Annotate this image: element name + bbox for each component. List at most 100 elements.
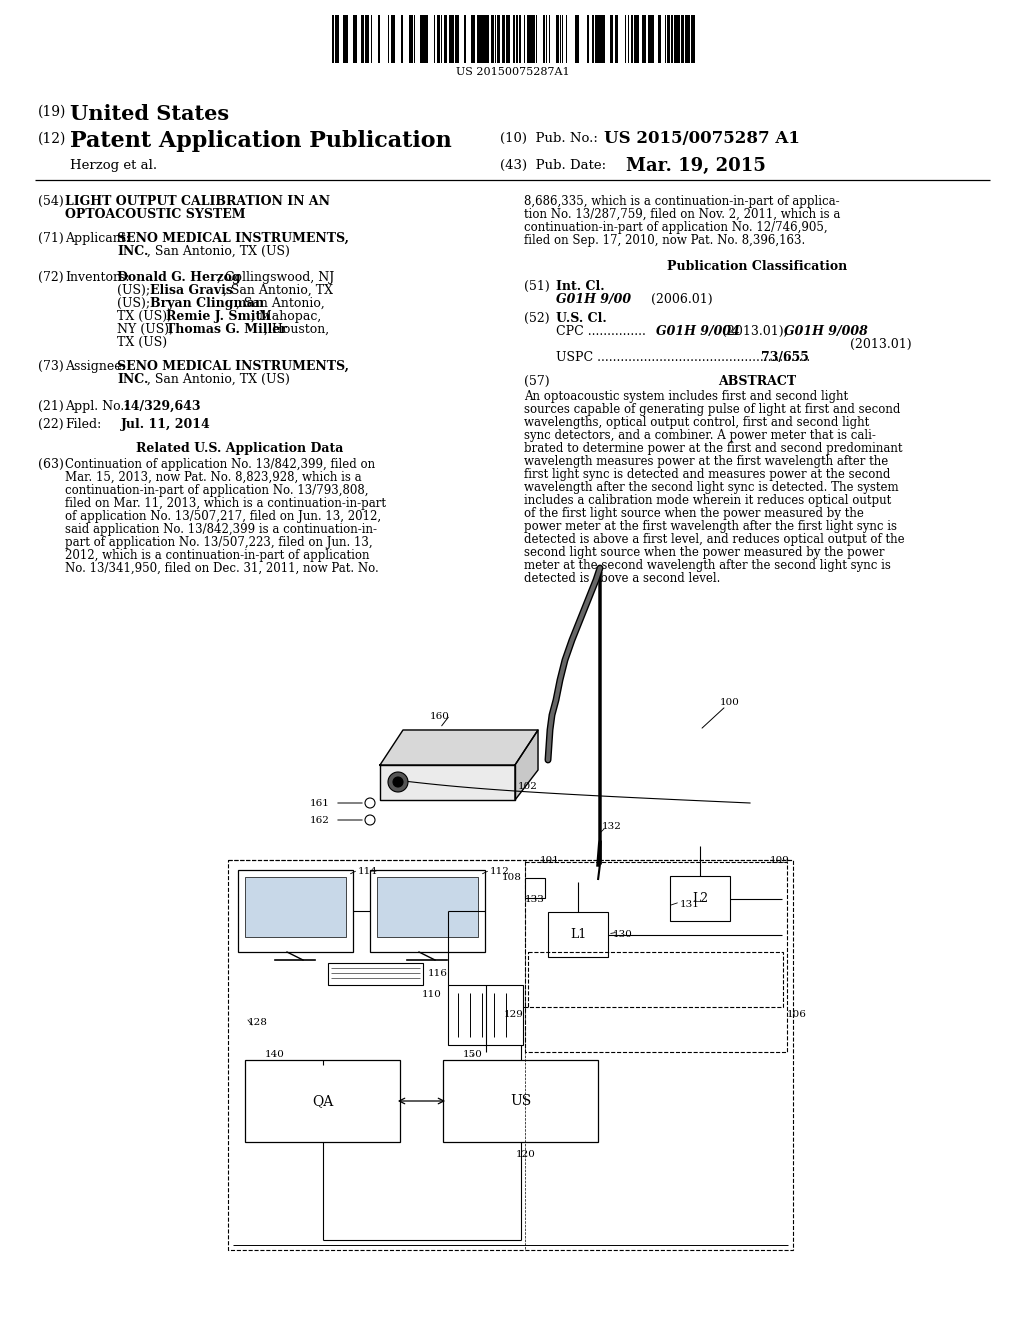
Bar xyxy=(455,15,457,63)
Bar xyxy=(378,15,380,63)
Text: (71): (71) xyxy=(38,232,63,246)
Bar xyxy=(602,15,604,63)
Bar xyxy=(610,15,612,63)
Text: SENO MEDICAL INSTRUMENTS,: SENO MEDICAL INSTRUMENTS, xyxy=(117,232,349,246)
Text: 8,686,335, which is a continuation-in-part of applica-: 8,686,335, which is a continuation-in-pa… xyxy=(524,195,840,209)
Text: Inventors:: Inventors: xyxy=(65,271,129,284)
Bar xyxy=(490,15,492,63)
Text: wavelength after the second light sync is detected. The system: wavelength after the second light sync i… xyxy=(524,480,899,494)
Text: L2: L2 xyxy=(692,892,708,906)
Text: US: US xyxy=(510,1094,531,1107)
Text: 132: 132 xyxy=(602,822,622,832)
Bar xyxy=(615,15,618,63)
Bar xyxy=(464,15,466,63)
Text: sync detectors, and a combiner. A power meter that is cali-: sync detectors, and a combiner. A power … xyxy=(524,429,876,442)
Text: Related U.S. Application Data: Related U.S. Application Data xyxy=(136,442,344,455)
Bar xyxy=(625,15,627,63)
Text: USPC .......................................................: USPC ...................................… xyxy=(556,351,810,364)
Text: 129: 129 xyxy=(504,1010,524,1019)
Bar xyxy=(370,870,485,952)
Text: CPC ...............: CPC ............... xyxy=(556,325,646,338)
Bar xyxy=(486,15,488,63)
Text: 100: 100 xyxy=(720,698,740,708)
Bar xyxy=(601,15,602,63)
Text: 114: 114 xyxy=(358,867,378,876)
Text: G01H 9/008: G01H 9/008 xyxy=(784,325,868,338)
Bar xyxy=(343,15,344,63)
Text: ABSTRACT: ABSTRACT xyxy=(718,375,796,388)
Text: Donald G. Herzog: Donald G. Herzog xyxy=(117,271,241,284)
Bar xyxy=(642,15,643,63)
Bar xyxy=(658,15,660,63)
Polygon shape xyxy=(515,730,538,800)
Text: Bryan Clingman: Bryan Clingman xyxy=(150,297,264,310)
Polygon shape xyxy=(380,730,538,766)
Text: , San Antonio, TX (US): , San Antonio, TX (US) xyxy=(147,374,290,385)
Bar xyxy=(628,15,629,63)
Text: filed on Sep. 17, 2010, now Pat. No. 8,396,163.: filed on Sep. 17, 2010, now Pat. No. 8,3… xyxy=(524,234,805,247)
Text: An optoacoustic system includes first and second light: An optoacoustic system includes first an… xyxy=(524,389,848,403)
Bar xyxy=(526,15,528,63)
Text: 14/329,643: 14/329,643 xyxy=(122,400,201,413)
Text: (72): (72) xyxy=(38,271,63,284)
Bar xyxy=(328,964,423,985)
Bar xyxy=(506,15,508,63)
Bar xyxy=(574,15,577,63)
Bar xyxy=(688,15,690,63)
Bar xyxy=(388,15,389,63)
Text: Mar. 19, 2015: Mar. 19, 2015 xyxy=(626,157,766,176)
Text: 120: 120 xyxy=(515,1150,536,1159)
Bar xyxy=(245,876,346,937)
Bar xyxy=(687,15,688,63)
Text: TX (US): TX (US) xyxy=(117,337,167,348)
Circle shape xyxy=(365,799,375,808)
Bar xyxy=(691,15,693,63)
Text: 130: 130 xyxy=(613,931,633,939)
Text: (22): (22) xyxy=(38,418,63,432)
Text: (US);: (US); xyxy=(117,284,151,297)
Text: (12): (12) xyxy=(38,132,67,147)
Bar xyxy=(678,15,680,63)
Text: US 20150075287A1: US 20150075287A1 xyxy=(456,67,569,77)
Text: Assignee:: Assignee: xyxy=(65,360,126,374)
Bar xyxy=(531,15,534,63)
Text: (54): (54) xyxy=(38,195,63,209)
Text: Appl. No.:: Appl. No.: xyxy=(65,400,128,413)
Bar xyxy=(595,15,597,63)
Text: detected is above a second level.: detected is above a second level. xyxy=(524,572,720,585)
Bar xyxy=(528,15,531,63)
Bar xyxy=(444,15,447,63)
Bar xyxy=(593,15,594,63)
Text: detected is above a first level, and reduces optical output of the: detected is above a first level, and red… xyxy=(524,533,904,546)
Text: (52): (52) xyxy=(524,312,550,325)
Bar xyxy=(609,15,610,63)
Text: TX (US);: TX (US); xyxy=(117,310,171,323)
Text: QA: QA xyxy=(312,1094,333,1107)
Bar xyxy=(652,15,653,63)
Text: (2013.01): (2013.01) xyxy=(850,338,911,351)
Text: Thomas G. Miller: Thomas G. Miller xyxy=(166,323,287,337)
Bar xyxy=(670,876,730,921)
Text: part of application No. 13/507,223, filed on Jun. 13,: part of application No. 13/507,223, file… xyxy=(65,536,373,549)
Text: second light source when the power measured by the power: second light source when the power measu… xyxy=(524,546,885,558)
Text: power meter at the first wavelength after the first light sync is: power meter at the first wavelength afte… xyxy=(524,520,897,533)
Bar xyxy=(683,15,684,63)
Text: 131: 131 xyxy=(680,900,699,909)
Text: brated to determine power at the first and second predominant: brated to determine power at the first a… xyxy=(524,442,902,455)
Text: G01H 9/00: G01H 9/00 xyxy=(556,293,631,306)
Bar xyxy=(476,15,478,63)
Text: 133: 133 xyxy=(525,895,545,904)
Bar xyxy=(480,15,481,63)
Bar xyxy=(412,15,413,63)
Text: LIGHT OUTPUT CALIBRATION IN AN: LIGHT OUTPUT CALIBRATION IN AN xyxy=(65,195,330,209)
Text: INC.: INC. xyxy=(117,374,148,385)
Bar xyxy=(481,15,484,63)
Bar xyxy=(578,15,580,63)
Text: Publication Classification: Publication Classification xyxy=(667,260,847,273)
Bar xyxy=(485,15,486,63)
Text: (19): (19) xyxy=(38,106,67,119)
Text: (US);: (US); xyxy=(117,297,151,310)
Text: (43)  Pub. Date:: (43) Pub. Date: xyxy=(500,158,606,172)
Bar xyxy=(636,15,639,63)
Text: No. 13/341,950, filed on Dec. 31, 2011, now Pat. No.: No. 13/341,950, filed on Dec. 31, 2011, … xyxy=(65,562,379,576)
